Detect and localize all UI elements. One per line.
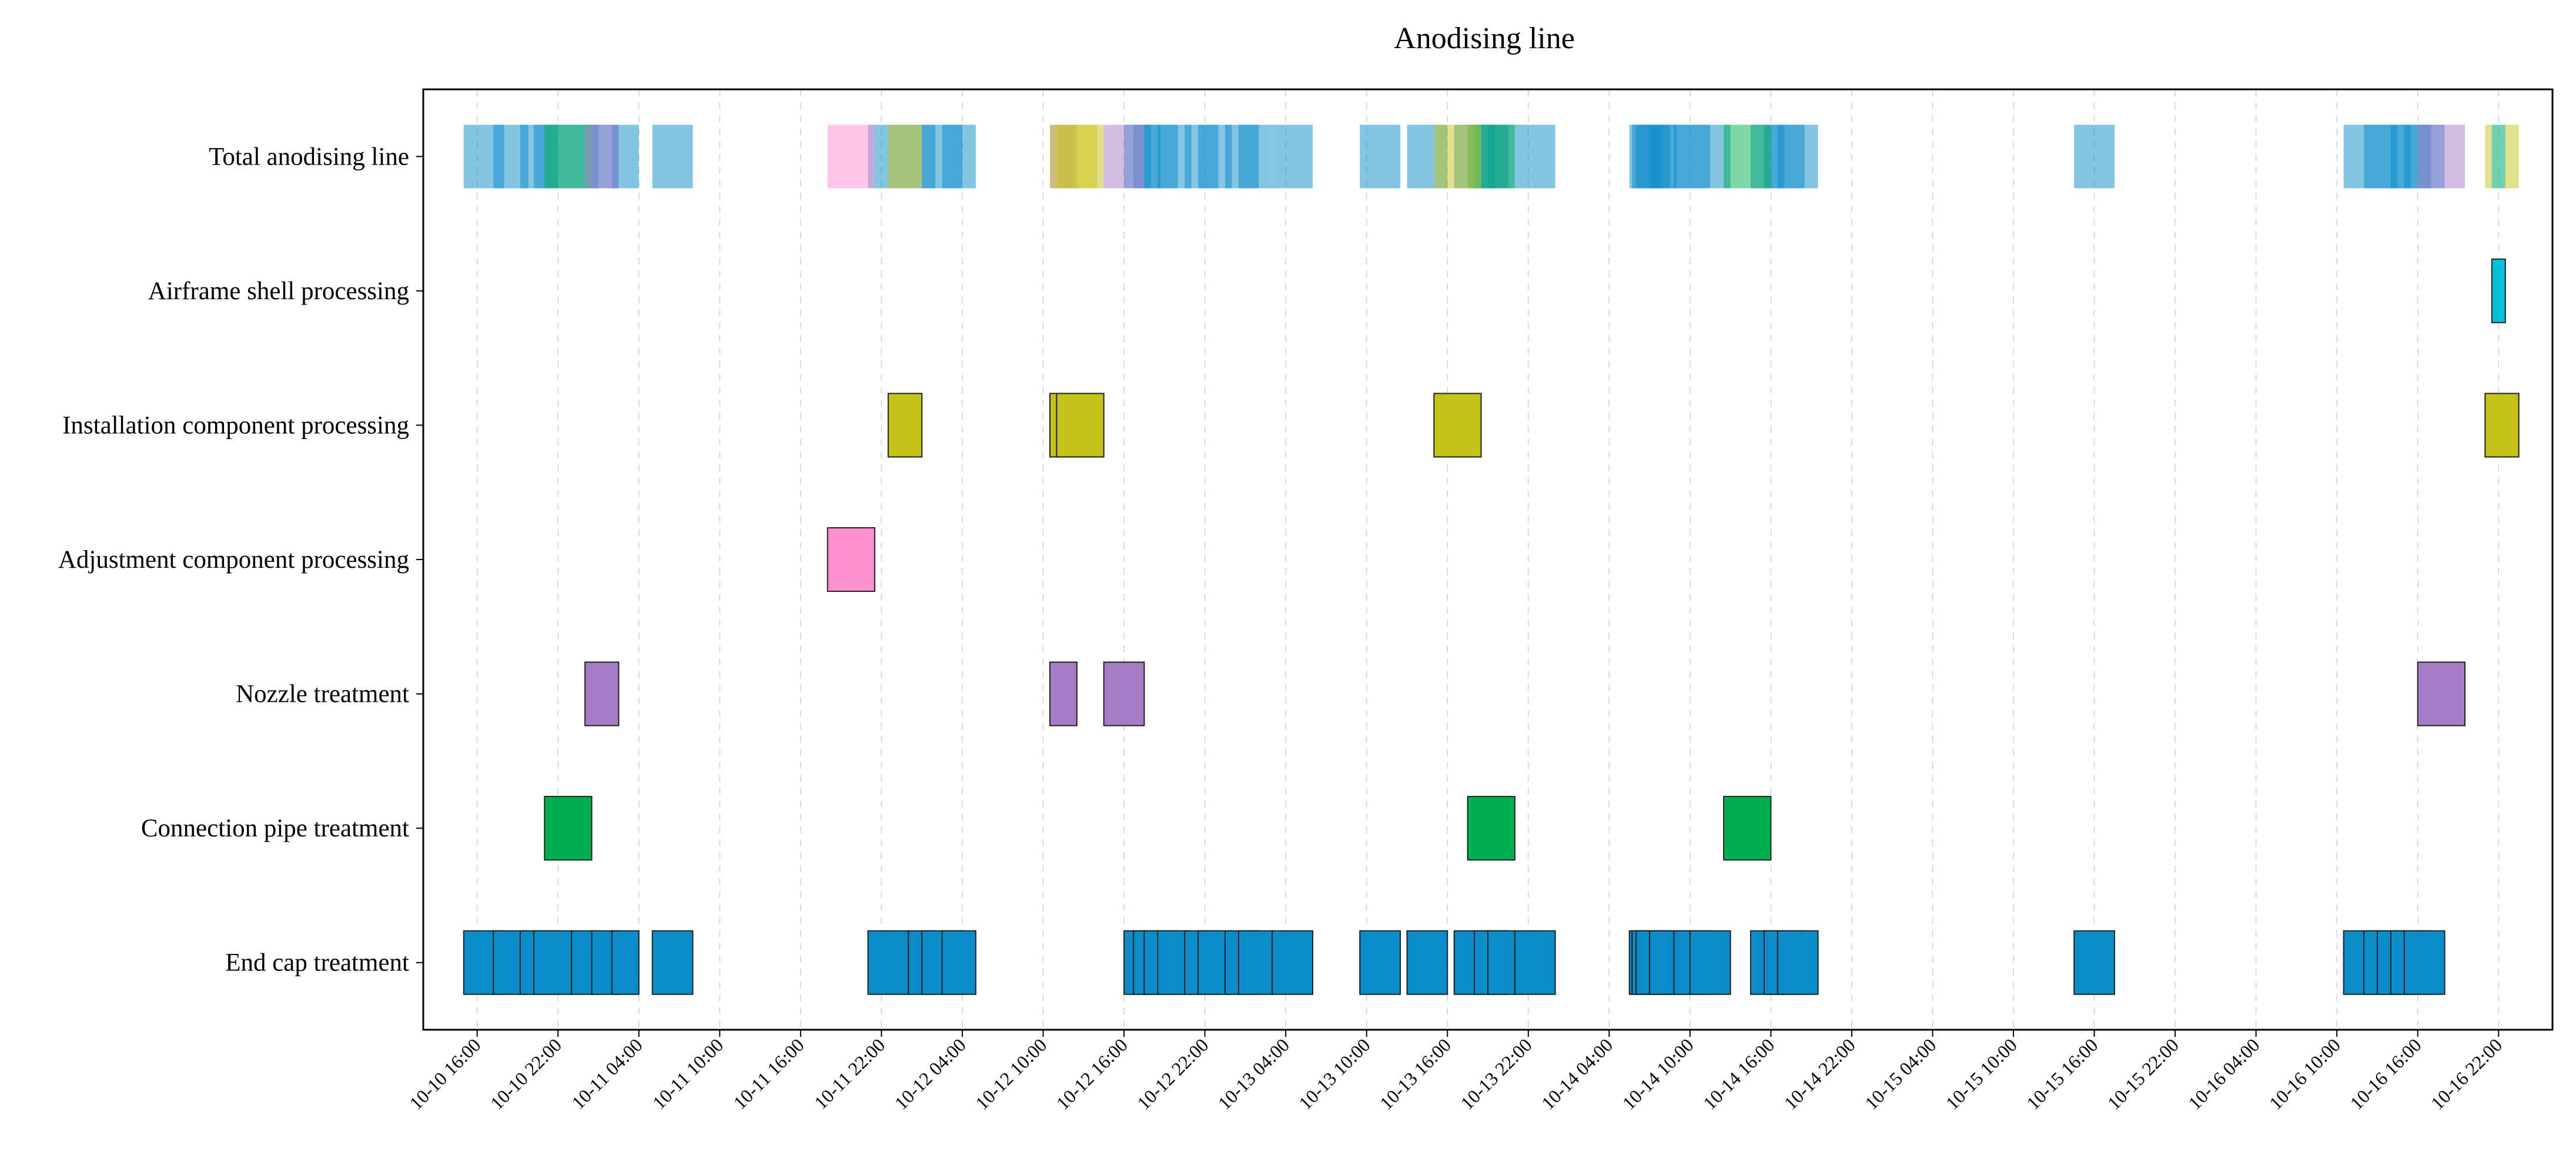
x-tick-label: 10-12 04:00 <box>890 1034 969 1113</box>
total-line-bar <box>1724 125 1771 189</box>
task-bar <box>2403 930 2445 995</box>
task-bar <box>1359 930 1401 995</box>
task-bar <box>1237 930 1273 995</box>
task-bar <box>584 661 620 726</box>
total-line-bar <box>1103 125 1145 189</box>
vertical-gridlines <box>476 89 2500 1030</box>
total-line-bar <box>1514 125 1555 189</box>
x-tick-label: 10-12 16:00 <box>1052 1034 1132 1113</box>
x-tick-label: 10-15 16:00 <box>2022 1034 2102 1113</box>
y-axis: Total anodising line Airframe shell proce… <box>58 143 423 977</box>
task-bar <box>533 930 573 995</box>
task-bar <box>2417 661 2465 726</box>
total-line-bar <box>544 125 592 189</box>
y-tick-label: Airframe shell processing <box>148 277 409 305</box>
task-bar <box>1514 930 1556 995</box>
x-tick-label: 10-12 10:00 <box>971 1034 1051 1113</box>
total-line-bar <box>1272 125 1313 189</box>
total-line-bar <box>888 125 922 189</box>
task-bar <box>1056 393 1105 458</box>
x-tick-label: 10-10 16:00 <box>405 1034 484 1113</box>
y-tick-label: Connection pipe treatment <box>141 815 409 842</box>
x-tick-label: 10-11 22:00 <box>810 1034 889 1113</box>
x-tick-label: 10-14 04:00 <box>1537 1034 1617 1113</box>
total-line-bar <box>585 125 619 189</box>
x-tick-label: 10-11 16:00 <box>729 1034 808 1113</box>
x-tick-label: 10-15 04:00 <box>1861 1034 1940 1113</box>
x-tick-label: 10-16 04:00 <box>2184 1034 2263 1113</box>
task-bar <box>1433 393 1482 458</box>
task-bar <box>1049 661 1078 726</box>
task-bar <box>1689 930 1731 995</box>
task-bar <box>2073 930 2115 995</box>
x-tick-label: 10-13 22:00 <box>1456 1034 1535 1113</box>
x-tick-label: 10-13 16:00 <box>1376 1034 1455 1113</box>
total-line-bar <box>827 125 875 189</box>
task-bar <box>1272 930 1313 995</box>
task-bar <box>2491 258 2506 323</box>
total-line-bar <box>2417 125 2465 189</box>
total-line-bar <box>1056 125 1104 189</box>
task-bar <box>941 930 976 995</box>
x-tick-label: 10-16 10:00 <box>2265 1034 2344 1113</box>
task-bar <box>867 930 909 995</box>
task-bar <box>827 527 875 592</box>
x-tick-label: 10-11 10:00 <box>648 1034 728 1113</box>
total-line-bar <box>1777 125 1818 189</box>
total-line-bar <box>2491 125 2505 189</box>
x-axis: 10-10 16:00 10-10 22:00 10-11 04:00 10-11 1… <box>405 1030 2506 1114</box>
x-tick-label: 10-11 04:00 <box>567 1034 647 1113</box>
x-tick-label: 10-14 10:00 <box>1618 1034 1697 1113</box>
x-tick-label: 10-16 16:00 <box>2346 1034 2425 1113</box>
total-line-bar <box>942 125 976 189</box>
x-tick-label: 10-10 22:00 <box>486 1034 566 1113</box>
x-tick-label: 10-13 04:00 <box>1214 1034 1293 1113</box>
x-tick-label: 10-15 22:00 <box>2103 1034 2183 1113</box>
chart-title: Anodising line <box>1394 22 1575 55</box>
y-tick-label: Installation component processing <box>62 411 409 439</box>
total-line-bar <box>2074 125 2115 189</box>
x-tick-label: 10-12 22:00 <box>1133 1034 1212 1113</box>
task-bar <box>611 930 640 995</box>
task-bar <box>1777 930 1819 995</box>
total-line-bar <box>1360 125 1400 189</box>
total-line-bar <box>1434 125 1481 189</box>
task-bar <box>1467 796 1516 861</box>
task-bar <box>651 930 694 995</box>
task-bars <box>463 125 2520 995</box>
task-bar <box>1487 930 1516 995</box>
y-tick-label: Nozzle treatment <box>236 681 409 708</box>
task-bar <box>1723 796 1772 861</box>
total-line-bar <box>1238 125 1273 189</box>
task-bar <box>887 393 923 458</box>
x-tick-label: 10-15 10:00 <box>1942 1034 2021 1113</box>
task-bar <box>2484 393 2520 458</box>
total-line-bar <box>652 125 693 189</box>
task-bar <box>544 796 593 861</box>
x-tick-label: 10-16 22:00 <box>2427 1034 2506 1113</box>
y-tick-label: End cap treatment <box>225 949 409 977</box>
x-tick-label: 10-13 10:00 <box>1294 1034 1374 1113</box>
task-bar <box>1406 930 1448 995</box>
y-tick-label: Total anodising line <box>209 143 409 170</box>
plot-frame <box>422 88 2554 1031</box>
x-tick-label: 10-14 16:00 <box>1699 1034 1778 1113</box>
x-tick-label: 10-14 22:00 <box>1779 1034 1859 1113</box>
y-tick-label: Adjustment component processing <box>58 546 409 574</box>
task-bar <box>1103 661 1145 726</box>
